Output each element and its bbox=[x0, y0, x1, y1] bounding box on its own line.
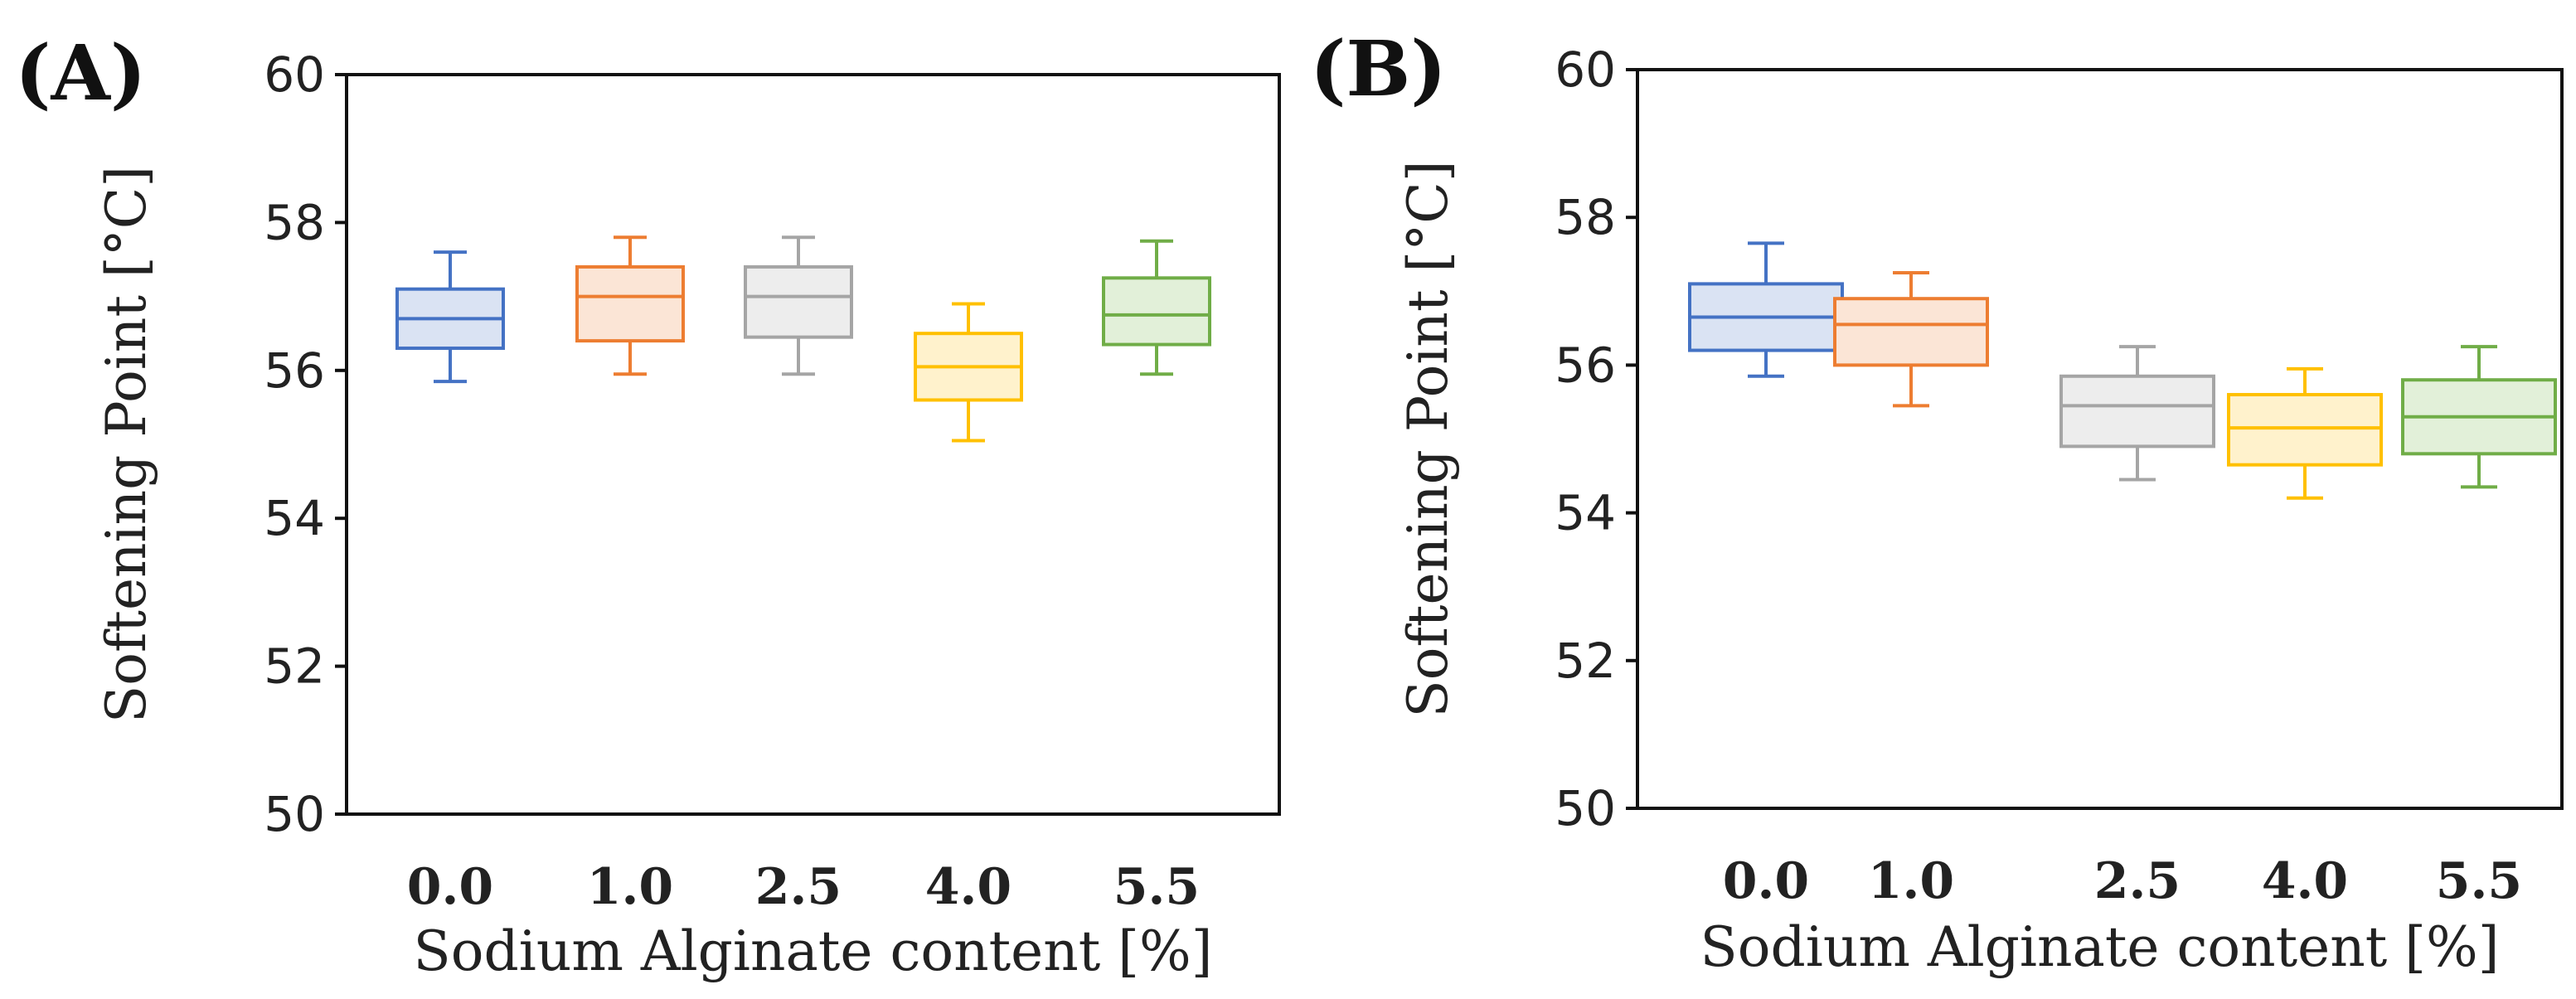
x-category-label: 0.0 bbox=[407, 858, 493, 916]
panel-label: (A) bbox=[15, 28, 146, 118]
iqr-box bbox=[1102, 276, 1211, 347]
iqr-box bbox=[2227, 393, 2383, 467]
y-tick-label: 58 bbox=[264, 194, 325, 250]
x-category-label: 4.0 bbox=[2262, 852, 2348, 910]
x-category-label: 2.5 bbox=[2094, 852, 2181, 910]
x-axis-title: Sodium Alginate content [%] bbox=[414, 919, 1213, 983]
iqr-box bbox=[744, 264, 853, 339]
x-category-label: 1.0 bbox=[1868, 852, 1954, 910]
box-plot-2.5 bbox=[2059, 345, 2215, 482]
box-plot-5.5 bbox=[2401, 345, 2557, 489]
panel-label: (B) bbox=[1310, 24, 1447, 114]
y-tick-label: 56 bbox=[1555, 337, 1616, 393]
y-tick-label: 58 bbox=[1555, 189, 1616, 245]
box-plot-5.5 bbox=[1102, 239, 1211, 376]
x-category-label: 0.0 bbox=[1723, 852, 1809, 910]
x-category-label: 5.5 bbox=[1113, 858, 1200, 916]
plot-frame bbox=[345, 73, 1281, 816]
iqr-box bbox=[2059, 374, 2215, 449]
y-tick-label: 52 bbox=[1555, 633, 1616, 689]
y-tick-label: 56 bbox=[264, 342, 325, 399]
y-tick-label: 54 bbox=[1555, 485, 1616, 541]
iqr-box bbox=[575, 264, 685, 343]
y-tick-label: 60 bbox=[264, 46, 325, 103]
y-tick-label: 50 bbox=[264, 786, 325, 842]
x-category-label: 2.5 bbox=[755, 858, 842, 916]
plot-frame bbox=[1636, 68, 2564, 810]
box-plot-1.0 bbox=[575, 235, 685, 376]
box-plot-0.0 bbox=[1688, 241, 1844, 378]
box-plot-1.0 bbox=[1833, 271, 1989, 408]
y-tick-label: 52 bbox=[264, 638, 325, 695]
iqr-box bbox=[1833, 297, 1989, 367]
box-plot-4.0 bbox=[914, 302, 1023, 443]
y-tick-label: 50 bbox=[1555, 780, 1616, 837]
box-plot-4.0 bbox=[2227, 366, 2383, 500]
y-tick-label: 54 bbox=[264, 490, 325, 546]
box-plot-2.5 bbox=[744, 235, 853, 376]
x-axis-title: Sodium Alginate content [%] bbox=[1700, 915, 2500, 979]
x-category-label: 1.0 bbox=[587, 858, 673, 916]
y-axis-title: Softening Point [°C] bbox=[95, 166, 158, 723]
x-category-label: 4.0 bbox=[925, 858, 1011, 916]
box-plot-0.0 bbox=[395, 250, 505, 384]
y-tick-label: 60 bbox=[1555, 41, 1616, 98]
y-axis-title: Softening Point [°C] bbox=[1396, 161, 1460, 718]
x-category-label: 5.5 bbox=[2436, 852, 2522, 910]
